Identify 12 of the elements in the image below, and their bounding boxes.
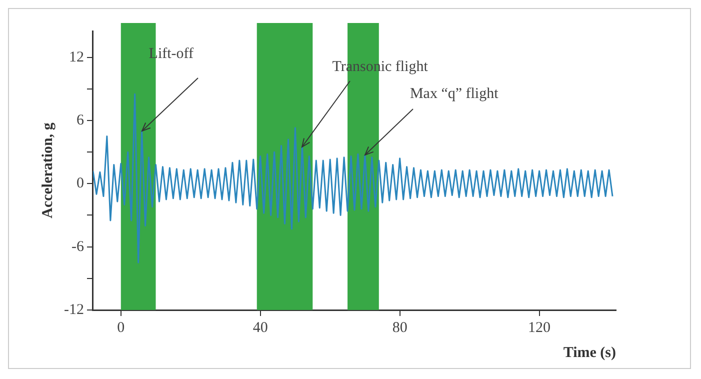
x-axis-title: Time (s)	[563, 344, 616, 361]
x-tick-label: 80	[392, 320, 408, 336]
y-axis-title: Acceleration, g	[40, 122, 56, 218]
y-tick-label: 0	[76, 176, 84, 192]
x-tick-label: 40	[252, 320, 268, 336]
y-tick-label: 6	[76, 112, 84, 128]
x-tick-label: 0	[117, 320, 125, 336]
x-tick-label: 120	[528, 320, 551, 336]
y-tick-label: 12	[68, 49, 84, 66]
y-tick-label: -12	[64, 302, 84, 318]
annotation: Max “q” flight	[410, 86, 498, 102]
y-tick-label: -6	[71, 238, 84, 255]
